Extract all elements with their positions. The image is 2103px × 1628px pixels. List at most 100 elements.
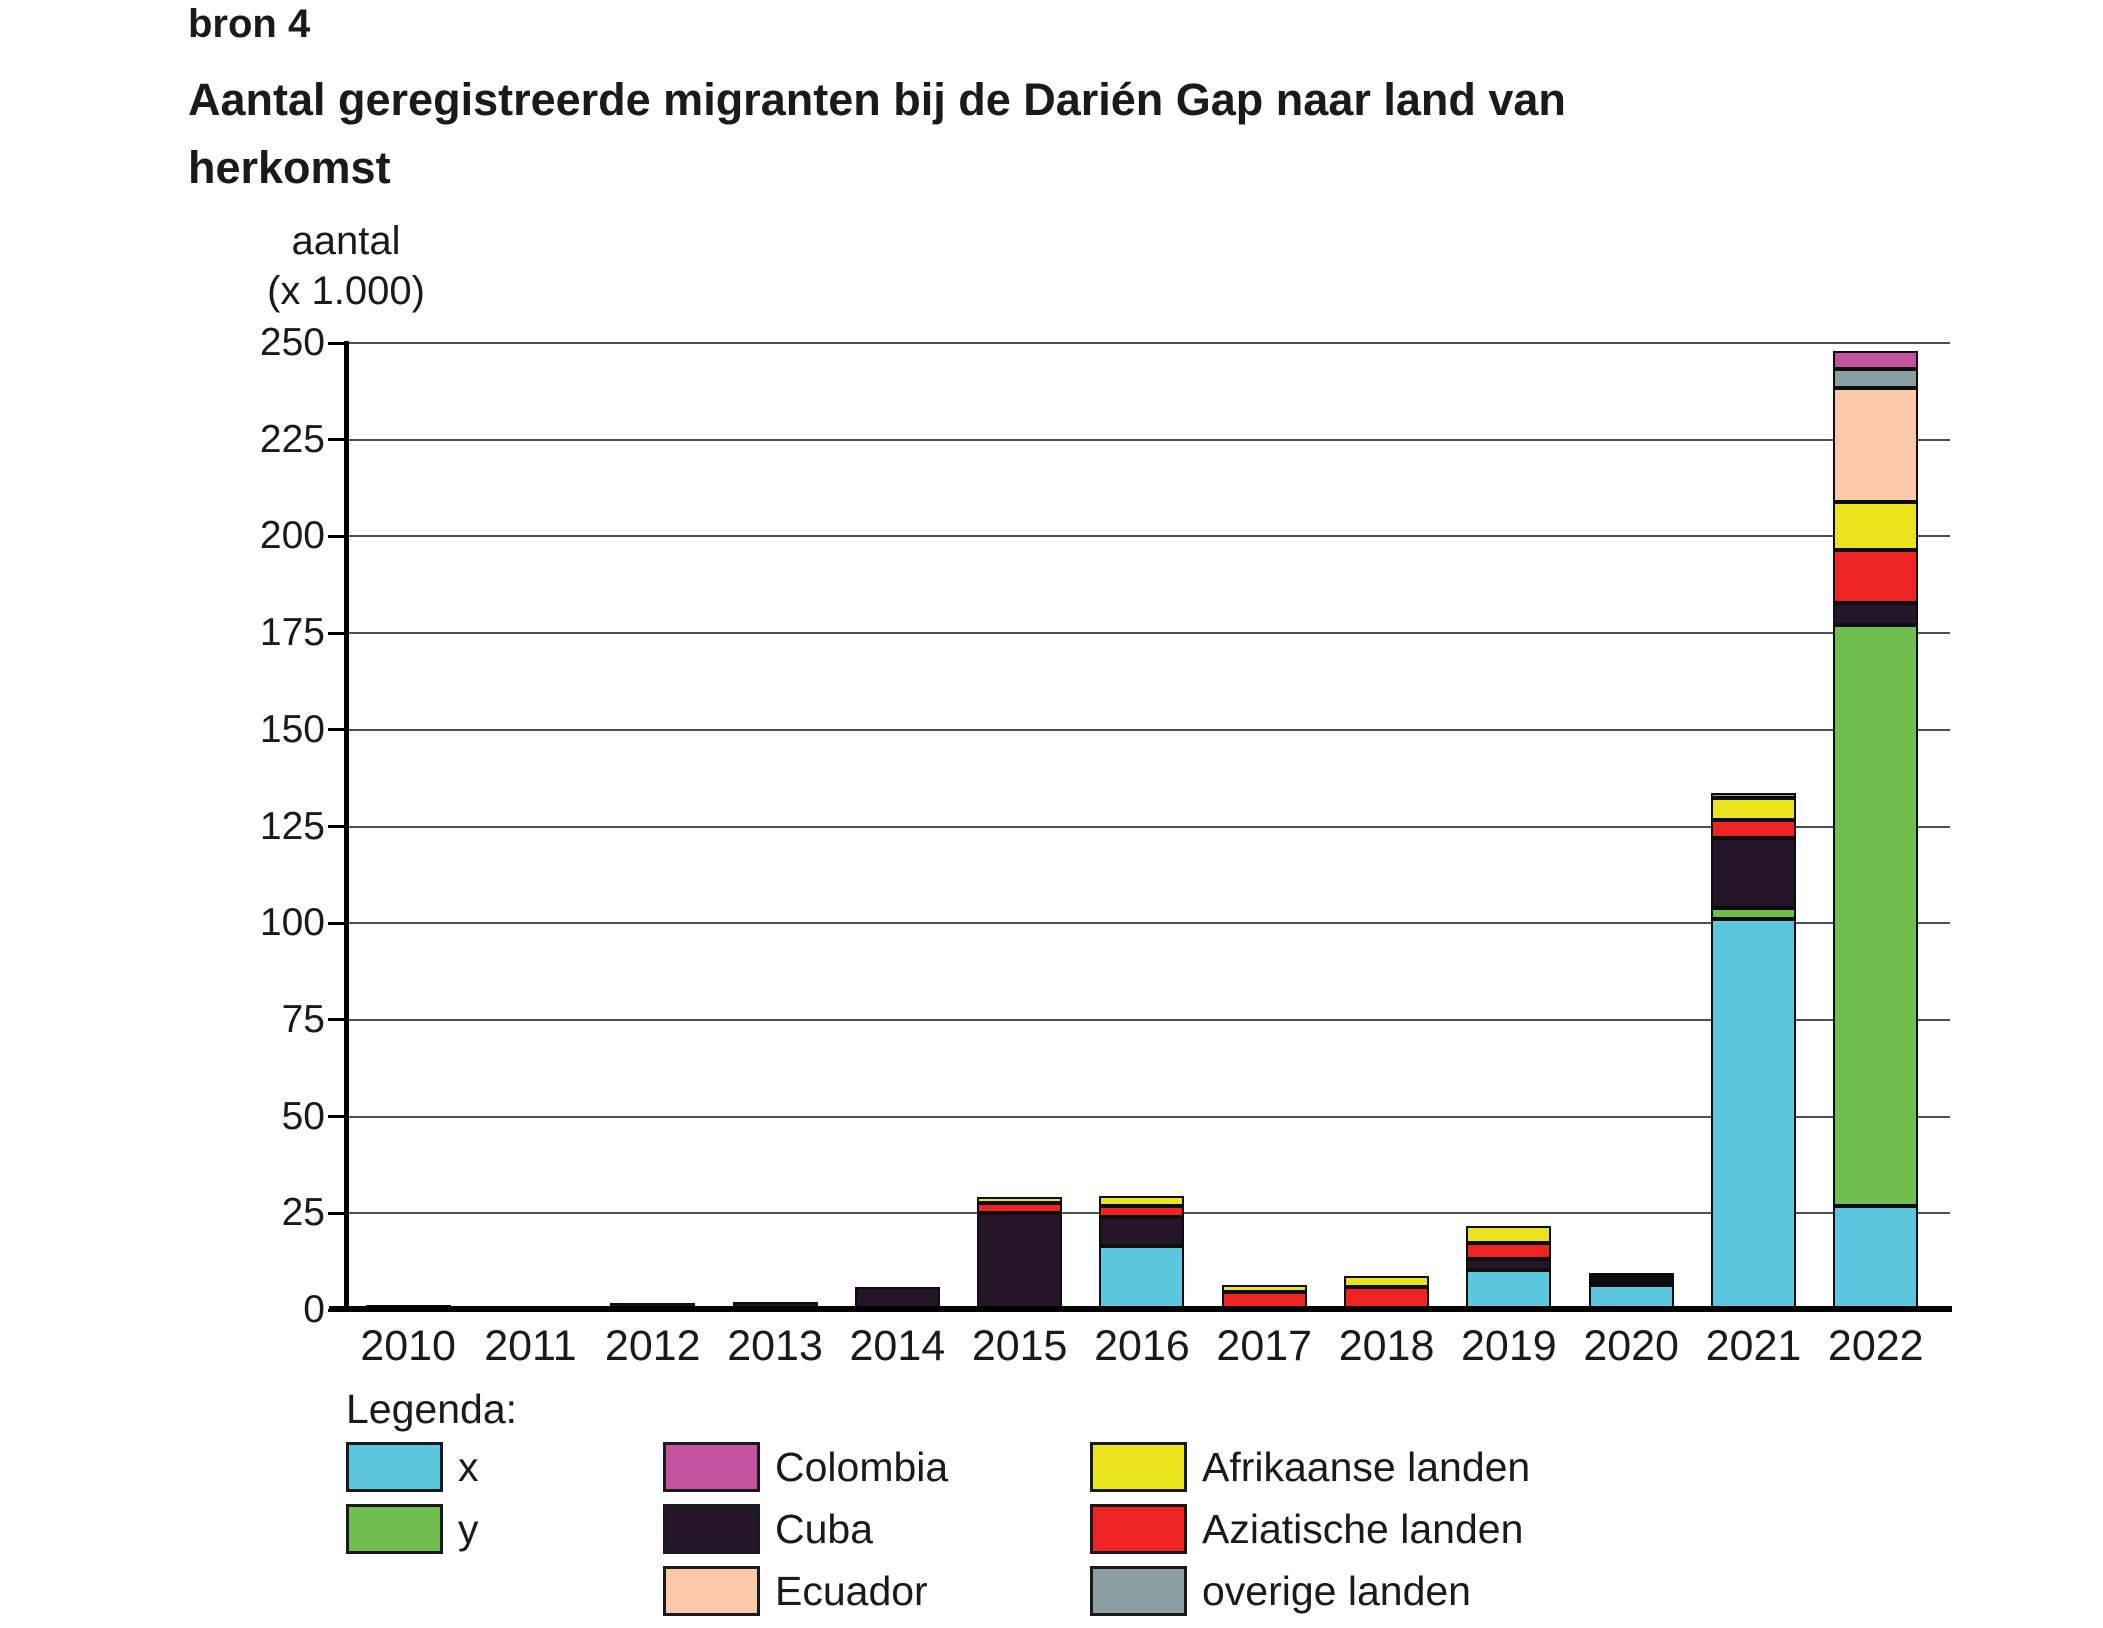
bar-segment-2021-Cuba (1710, 838, 1796, 908)
legend-label-x: x (458, 1443, 479, 1490)
x-axis-label-2010: 2010 (360, 1322, 456, 1370)
x-axis-line (329, 1306, 1952, 1312)
bar-segment-2020-Cuba (1588, 1280, 1674, 1285)
y-tick-label-25: 25 (281, 1191, 325, 1235)
bar-2021 (1710, 792, 1796, 1310)
legend-swatch-Ecuador (663, 1566, 760, 1616)
x-axis-label-2017: 2017 (1216, 1322, 1313, 1370)
y-tick-225 (328, 438, 347, 442)
legend-swatch-y (346, 1504, 443, 1554)
bar-segment-2022-x (1833, 1205, 1919, 1310)
y-tick-label-200: 200 (259, 514, 325, 558)
legend-swatch-Afrikaanse-landen (1090, 1442, 1187, 1492)
bar-segment-2016-Aziatische-landen (1099, 1205, 1185, 1217)
legend-swatch-x (346, 1442, 443, 1492)
legend-label-Afrikaanse-landen: Afrikaanse landen (1202, 1443, 1531, 1490)
bar-segment-2022-Aziatische-landen (1833, 549, 1919, 603)
legend-label-Ecuador: Ecuador (775, 1567, 928, 1614)
x-axis-label-2018: 2018 (1338, 1322, 1435, 1370)
legend-label-overige-landen: overige landen (1202, 1567, 1471, 1614)
legend-item-Colombia: Colombia (663, 1442, 948, 1492)
legend-swatch-Aziatische-landen (1090, 1504, 1187, 1554)
y-axis-title-line-1: aantal (291, 219, 401, 263)
legend-swatch-Colombia (663, 1442, 760, 1492)
legend-column-3: Afrikaanse landen Aziatische landen overig… (1090, 1442, 1530, 1628)
y-axis-title-line-2: (x 1.000) (267, 269, 425, 313)
y-tick-50 (328, 1115, 347, 1119)
bar-segment-2019-Aziatische-landen (1466, 1243, 1552, 1259)
bar-segment-2022-Cuba (1833, 602, 1919, 626)
source-label: bron 4 (188, 2, 311, 46)
legend-label-Cuba: Cuba (775, 1505, 874, 1552)
y-tick-175 (328, 631, 347, 635)
legend-swatch-Cuba (663, 1504, 760, 1554)
bar-segment-2020-Afrikaanse-landen (1588, 1276, 1674, 1281)
legend-title: Legenda: (346, 1386, 518, 1432)
legend-label-Colombia: Colombia (775, 1443, 949, 1490)
y-tick-250 (328, 341, 347, 345)
bar-segment-2018-Afrikaanse-landen (1344, 1276, 1430, 1287)
bar-2018 (1344, 1276, 1430, 1310)
bar-segment-2016-Afrikaanse-landen (1099, 1195, 1185, 1206)
gridline-100 (347, 922, 1950, 925)
legend-swatch-overige-landen (1090, 1566, 1187, 1616)
bar-segment-2015-Aziatische-landen (977, 1203, 1063, 1214)
plot-area (347, 342, 1950, 1310)
bar-segment-2022-Colombia (1833, 350, 1919, 369)
y-tick-125 (328, 825, 347, 828)
legend-item-Ecuador: Ecuador (663, 1566, 948, 1616)
y-tick-label-150: 150 (259, 707, 325, 751)
gridline-225 (347, 438, 1950, 441)
y-tick-150 (328, 728, 347, 732)
y-tick-label-250: 250 (259, 321, 325, 364)
bar-segment-2022-overige-landen (1833, 368, 1919, 389)
legend-item-Cuba: Cuba (663, 1504, 948, 1554)
x-axis-label-2021: 2021 (1705, 1322, 1802, 1370)
y-tick-label-0: 0 (303, 1288, 325, 1331)
y-tick-100 (328, 921, 347, 925)
y-tick-label-75: 75 (281, 997, 325, 1041)
bar-segment-2021-Aziatische-landen (1710, 819, 1796, 839)
bar-segment-2022-Ecuador (1833, 388, 1919, 502)
gridline-75 (347, 1018, 1950, 1021)
bar-segment-2021-Afrikaanse-landen (1710, 797, 1796, 820)
gridline-200 (347, 535, 1950, 538)
bar-2022 (1833, 350, 1919, 1310)
bar-segment-2021-x (1710, 919, 1796, 1310)
bar-segment-2022-y (1833, 625, 1919, 1206)
bar-segment-2021-overige-landen (1710, 792, 1796, 798)
y-tick-label-225: 225 (259, 417, 325, 461)
bar-2019 (1466, 1226, 1552, 1310)
y-tick-label-175: 175 (259, 611, 325, 655)
bar-segment-2016-Cuba (1099, 1216, 1185, 1246)
bar-segment-2015-Afrikaanse-landen (977, 1196, 1063, 1204)
bar-segment-2021-y (1710, 907, 1796, 920)
gridline-175 (347, 632, 1950, 635)
legend-item-overige-landen: overige landen (1090, 1566, 1530, 1616)
legend-item-y: y (346, 1504, 479, 1554)
bar-segment-2016-x (1099, 1245, 1185, 1310)
bar-2016 (1099, 1195, 1185, 1310)
legend-item-Aziatische-landen: Aziatische landen (1090, 1504, 1530, 1554)
x-axis-label-2022: 2022 (1827, 1322, 1924, 1370)
bar-segment-2019-Afrikaanse-landen (1466, 1226, 1552, 1244)
gridline-50 (347, 1115, 1950, 1118)
legend-label-Aziatische-landen: Aziatische landen (1202, 1505, 1524, 1552)
x-axis-label-2014: 2014 (849, 1322, 946, 1370)
gridline-150 (347, 728, 1950, 731)
y-tick-label-50: 50 (281, 1094, 325, 1138)
bar-segment-2019-x (1466, 1270, 1552, 1310)
bar-2015 (977, 1196, 1063, 1310)
y-tick-label-125: 125 (259, 804, 325, 848)
x-axis-label-2013: 2013 (727, 1322, 823, 1370)
x-axis-label-2012: 2012 (604, 1322, 701, 1370)
chart-title-line-1: Aantal geregistreerde migranten bij de D… (188, 74, 1566, 125)
bar-2020 (1588, 1272, 1674, 1310)
legend-item-x: x (346, 1442, 479, 1492)
gridline-125 (347, 825, 1950, 828)
y-tick-25 (328, 1211, 347, 1215)
x-axis-label-2019: 2019 (1461, 1322, 1557, 1370)
